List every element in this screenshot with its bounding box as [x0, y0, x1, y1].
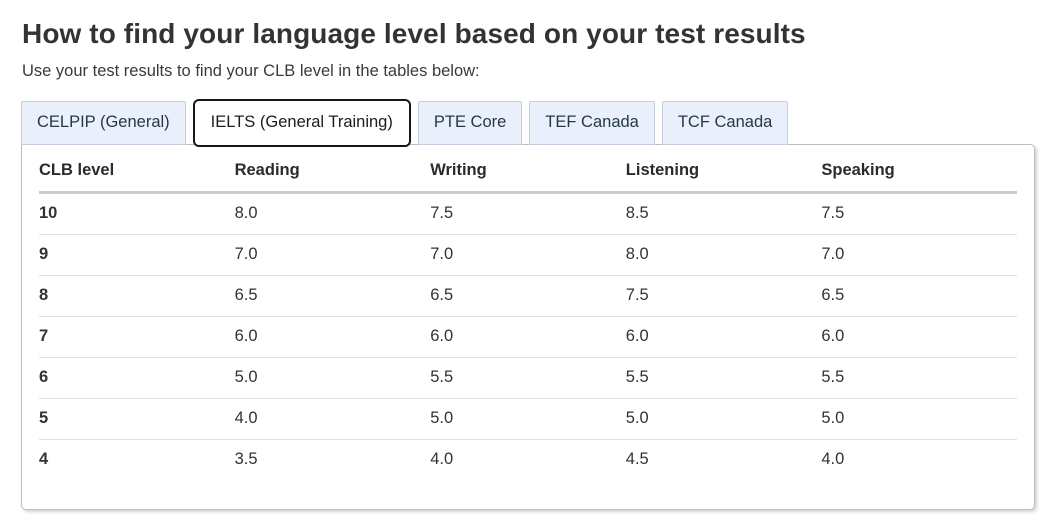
- clb-conversion-table: CLB level Reading Writing Listening Spea…: [39, 145, 1017, 480]
- clb-level-cell: 4: [39, 450, 49, 469]
- table-row: 4 3.5 4.0 4.5 4.0: [39, 440, 1017, 481]
- listening-cell: 8.0: [625, 234, 822, 277]
- listening-cell: 6.0: [625, 316, 822, 359]
- reading-cell: 6.0: [234, 316, 431, 359]
- clb-level-cell: 5: [39, 398, 235, 441]
- clb-level-cell: 6: [39, 357, 235, 400]
- clb-level-cell: 7: [39, 316, 235, 359]
- table-header-row: CLB level Reading Writing Listening Spea…: [39, 145, 1017, 195]
- writing-cell: 5.0: [430, 398, 626, 441]
- listening-cell: 8.5: [625, 192, 822, 236]
- page-title: How to find your language level based on…: [22, 18, 806, 49]
- clb-level-cell: 9: [39, 234, 235, 277]
- listening-cell: 4.5: [625, 450, 649, 469]
- page-subtitle: Use your test results to find your CLB l…: [22, 62, 480, 80]
- reading-cell: 5.0: [234, 357, 431, 400]
- writing-cell: 4.0: [430, 450, 454, 469]
- ielts-tab-panel: CLB level Reading Writing Listening Spea…: [21, 144, 1035, 511]
- speaking-cell: 5.0: [821, 398, 1017, 441]
- writing-cell: 6.0: [430, 316, 626, 359]
- reading-cell: 6.5: [234, 275, 431, 318]
- table-row: 5 4.0 5.0 5.0 5.0: [39, 398, 1017, 441]
- reading-cell: 7.0: [234, 234, 431, 277]
- writing-cell: 7.5: [430, 192, 626, 236]
- listening-cell: 5.0: [625, 398, 822, 441]
- reading-cell: 4.0: [234, 398, 431, 441]
- table-row: 7 6.0 6.0 6.0 6.0: [39, 316, 1017, 359]
- tab-ielts-general-training[interactable]: IELTS (General Training): [192, 99, 411, 148]
- table-row: 9 7.0 7.0 8.0 7.0: [39, 234, 1017, 277]
- speaking-cell: 6.5: [821, 275, 1017, 318]
- listening-cell: 7.5: [625, 275, 822, 318]
- clb-level-cell: 8: [39, 275, 235, 318]
- speaking-cell: 7.0: [821, 234, 1017, 277]
- table-row: 8 6.5 6.5 7.5 6.5: [39, 275, 1017, 318]
- writing-cell: 5.5: [430, 357, 626, 400]
- column-header-writing: Writing: [430, 145, 626, 195]
- speaking-cell: 7.5: [821, 192, 1017, 236]
- column-header-clb-level: CLB level: [39, 145, 235, 195]
- column-header-reading: Reading: [234, 145, 431, 195]
- tab-celpip-general[interactable]: CELPIP (General): [21, 101, 186, 146]
- table-row: 6 5.0 5.5 5.5 5.5: [39, 357, 1017, 400]
- speaking-cell: 6.0: [821, 316, 1017, 359]
- writing-cell: 7.0: [430, 234, 626, 277]
- language-test-tablist: CELPIP (General) IELTS (General Training…: [21, 99, 1035, 148]
- tab-pte-core[interactable]: PTE Core: [417, 101, 523, 146]
- table-row: 10 8.0 7.5 8.5 7.5: [39, 192, 1017, 236]
- writing-cell: 6.5: [430, 275, 626, 318]
- reading-cell: 3.5: [234, 450, 258, 469]
- column-header-listening: Listening: [625, 145, 822, 195]
- speaking-cell: 4.0: [821, 450, 845, 469]
- clb-level-cell: 10: [39, 192, 235, 236]
- speaking-cell: 5.5: [821, 357, 1017, 400]
- reading-cell: 8.0: [234, 192, 431, 236]
- tab-tcf-canada[interactable]: TCF Canada: [661, 101, 789, 146]
- column-header-speaking: Speaking: [821, 145, 1017, 195]
- listening-cell: 5.5: [625, 357, 822, 400]
- tab-tef-canada[interactable]: TEF Canada: [529, 101, 655, 146]
